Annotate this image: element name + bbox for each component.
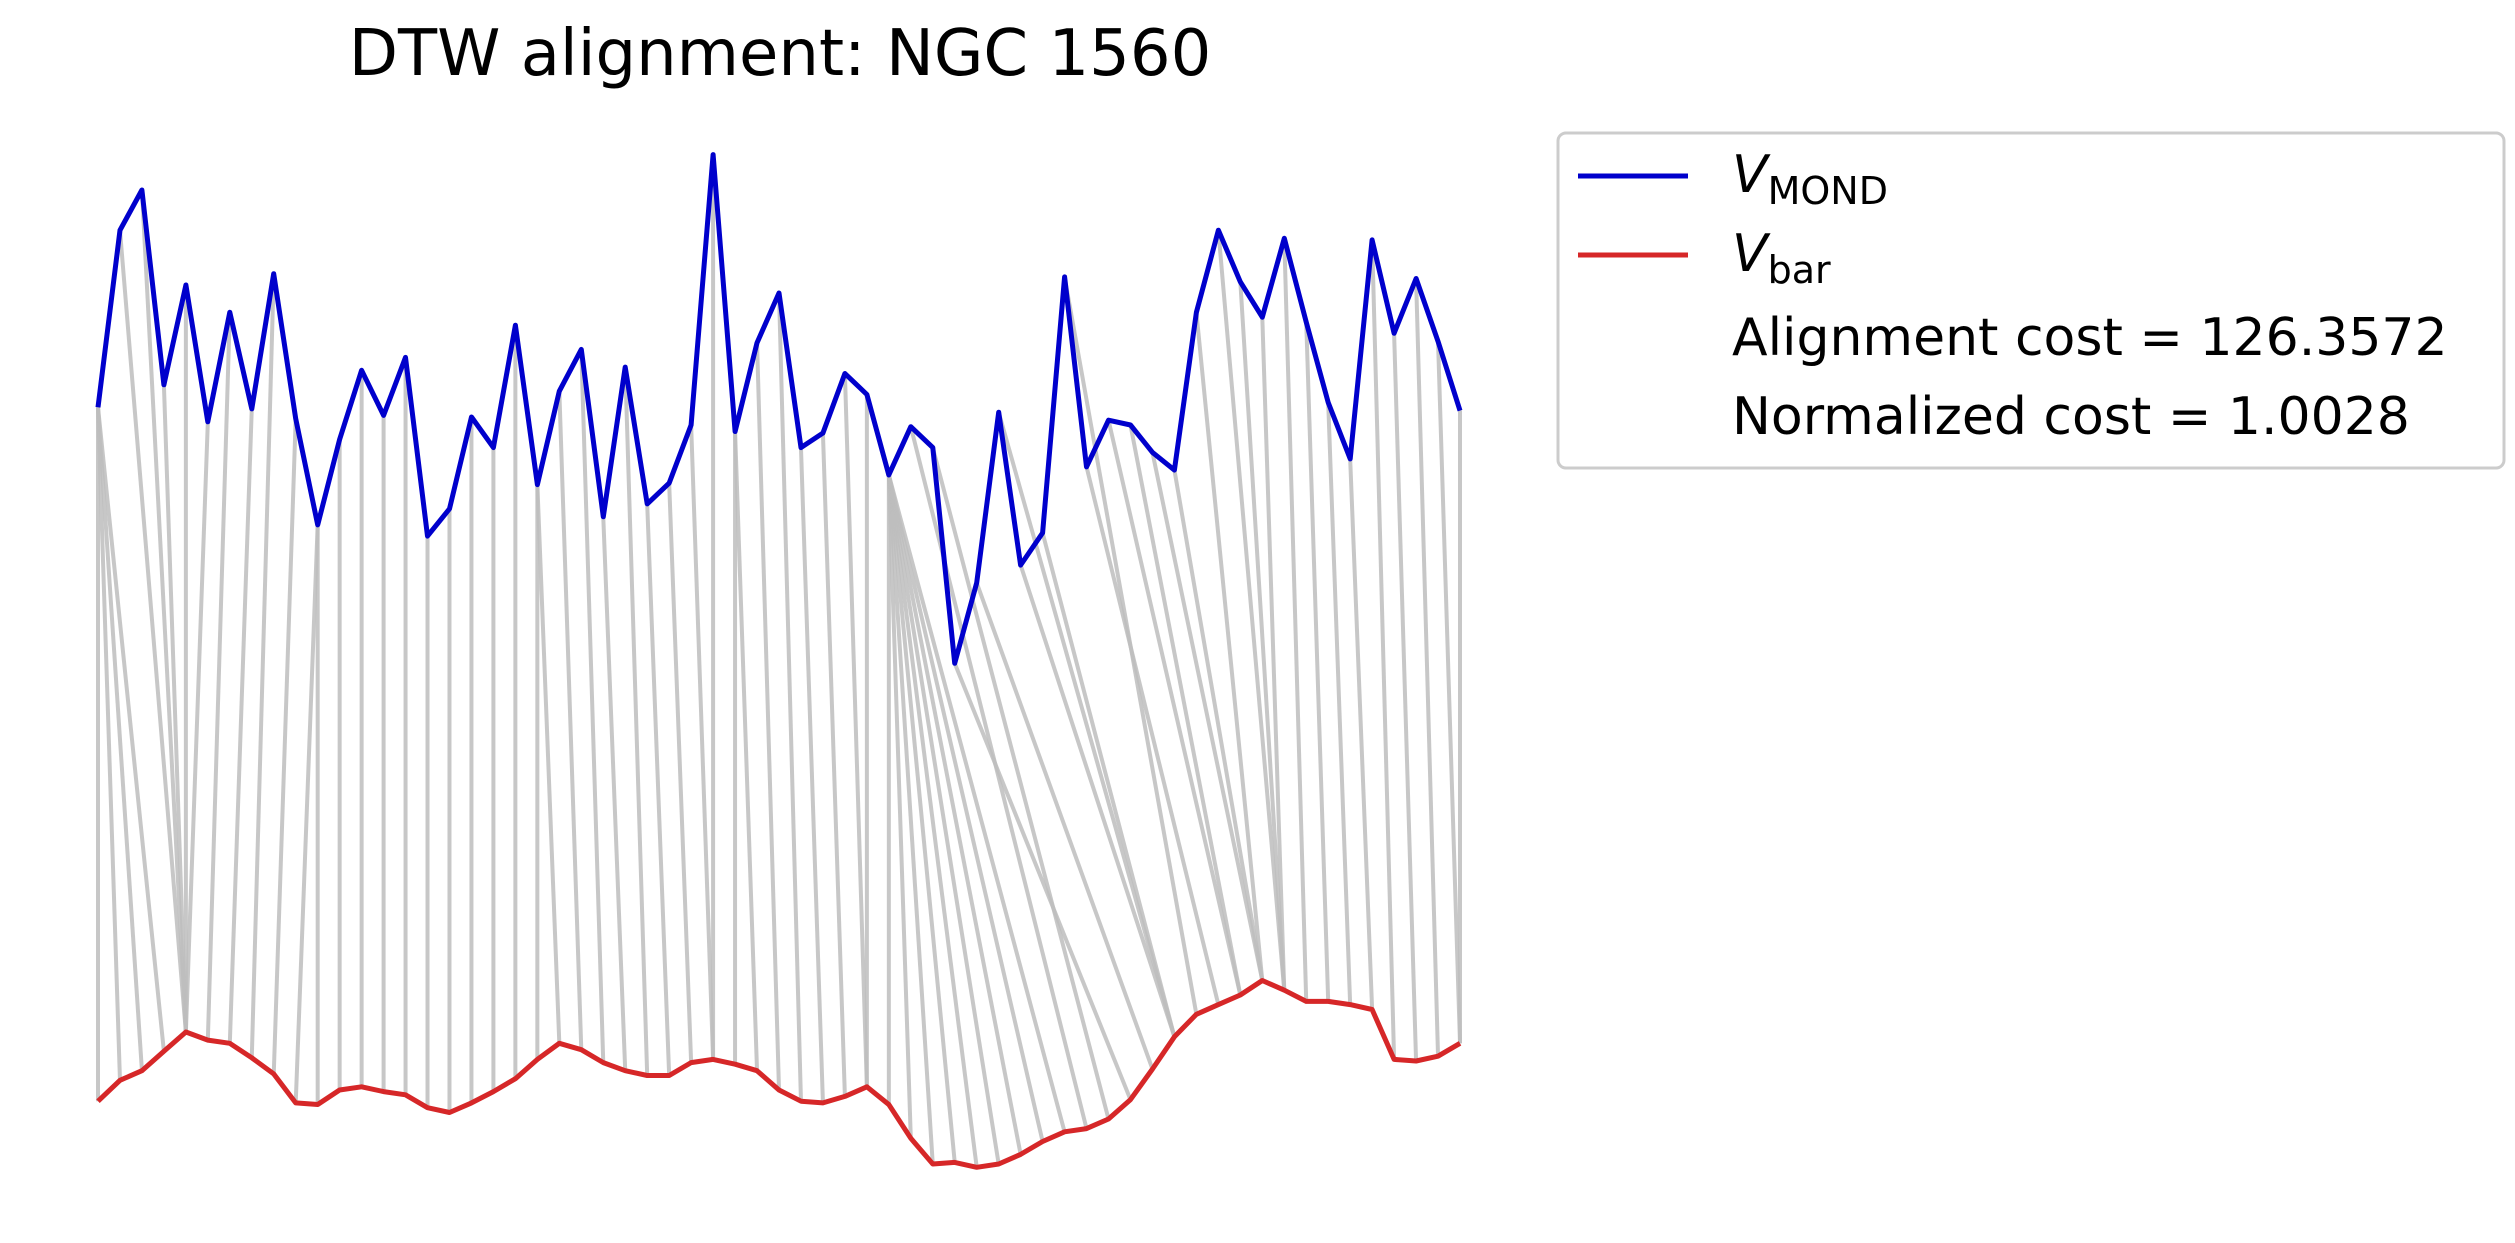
legend-bar-main: V bbox=[1732, 224, 1771, 284]
alignment-line bbox=[557, 391, 584, 1050]
alignment-line bbox=[227, 408, 254, 1044]
alignment-line bbox=[886, 474, 1001, 1165]
alignment-line bbox=[579, 349, 606, 1063]
alignment-line bbox=[1436, 341, 1462, 1044]
alignment-line bbox=[1172, 469, 1265, 981]
alignment-line bbox=[777, 292, 803, 1102]
alignment-line bbox=[886, 474, 1045, 1142]
alignment-line bbox=[952, 662, 1133, 1101]
legend-mond-sub: MOND bbox=[1768, 169, 1888, 213]
alignment-line bbox=[1238, 281, 1287, 991]
alignment-line bbox=[886, 474, 979, 1168]
chart-title: DTW alignment: NGC 1560 bbox=[349, 17, 1212, 91]
alignment-line bbox=[1106, 419, 1243, 996]
alignment-line bbox=[293, 524, 320, 1103]
normalized-cost-label: Normalized cost = 1.0028 bbox=[1732, 387, 2410, 447]
series-line-bar bbox=[96, 978, 1462, 1170]
alignment-line bbox=[96, 407, 122, 1081]
alignment-line bbox=[820, 433, 847, 1097]
alignment-line bbox=[930, 447, 1111, 1120]
series-lines bbox=[95, 152, 1463, 1170]
legend-mond-main: V bbox=[1732, 145, 1771, 205]
alignment-line bbox=[1040, 532, 1177, 1038]
alignment-line bbox=[271, 418, 298, 1074]
alignment-line bbox=[601, 516, 628, 1071]
alignment-line bbox=[842, 373, 869, 1087]
alignment-line bbox=[1194, 312, 1265, 981]
alignment-line bbox=[139, 189, 188, 1033]
alignment-line bbox=[886, 474, 1067, 1133]
alignment-line bbox=[117, 230, 188, 1033]
alignment-line bbox=[1370, 239, 1397, 1060]
alignment-line bbox=[623, 367, 650, 1076]
alignment-line bbox=[1128, 424, 1243, 996]
alignment-line bbox=[1392, 333, 1419, 1062]
alignment-line bbox=[96, 407, 144, 1071]
alignment-line bbox=[886, 474, 957, 1163]
alignment-cost-label: Alignment cost = 126.3572 bbox=[1732, 308, 2448, 368]
legend-mond-label: VMOND bbox=[1732, 145, 1888, 213]
alignment-line bbox=[974, 582, 1155, 1070]
legend-frame bbox=[1556, 131, 2506, 470]
alignment-line bbox=[1414, 278, 1441, 1057]
alignment-line bbox=[1348, 458, 1375, 1010]
alignment-line bbox=[755, 342, 781, 1091]
alignment-line bbox=[886, 474, 935, 1165]
alignment-line bbox=[535, 484, 562, 1044]
alignment-line bbox=[249, 273, 276, 1058]
alignment-line bbox=[96, 407, 166, 1052]
series-line-mond bbox=[95, 152, 1463, 666]
alignment-line bbox=[667, 482, 694, 1063]
alignment-line bbox=[645, 503, 672, 1076]
alignment-line bbox=[1260, 317, 1287, 991]
alignment-line bbox=[1150, 452, 1265, 981]
alignment-line bbox=[798, 447, 825, 1103]
legend-bar-label: Vbar bbox=[1732, 224, 1831, 292]
alignment-line bbox=[886, 474, 913, 1139]
legend: VMOND Vbar Alignment cost = 126.3572 Nor… bbox=[1556, 131, 2506, 470]
alignment-line bbox=[1084, 466, 1221, 1006]
legend-bar-sub: bar bbox=[1768, 248, 1831, 292]
alignment-line bbox=[886, 474, 1023, 1155]
alignment-line bbox=[1304, 321, 1331, 1002]
alignment-line bbox=[183, 421, 210, 1033]
alignment-line bbox=[1216, 230, 1287, 991]
alignment-line bbox=[1018, 564, 1177, 1038]
alignment-lines bbox=[96, 154, 1462, 1168]
alignment-line bbox=[689, 424, 716, 1060]
alignment-line bbox=[1282, 238, 1309, 1002]
alignment-line bbox=[1326, 402, 1353, 1005]
alignment-line bbox=[161, 384, 188, 1033]
alignment-line bbox=[205, 312, 232, 1041]
alignment-line bbox=[733, 431, 760, 1071]
